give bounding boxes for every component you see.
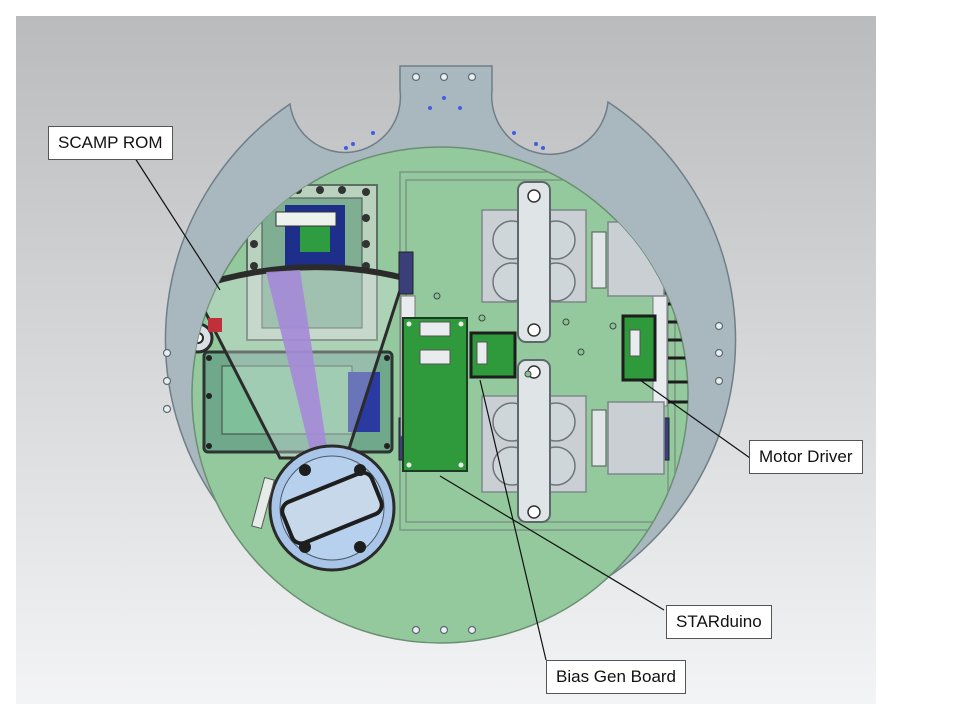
bias-gen-board [469,331,517,379]
lower-left-box [202,350,394,454]
filter-assembly-lower [481,359,587,523]
ring-mounting-holes [162,72,724,635]
starduino-leader [439,475,665,611]
scamp-rom-label: SCAMP ROM [48,126,173,160]
motor-driver-board [621,302,688,404]
lens-assembly [251,444,396,572]
motor-driver-leader [639,379,751,459]
leader-lines [132,154,751,661]
starduino-board [402,317,468,472]
motor-driver-label: Motor Driver [749,440,863,474]
scamp-rom-leader [132,154,221,291]
starduino-label: STARduino [666,605,772,639]
bias-gen-leader [479,379,547,661]
plate-holes [433,292,617,378]
blue-markers [344,96,545,150]
filter-assembly-upper [481,181,587,343]
bias-gen-board-label: Bias Gen Board [546,660,687,694]
